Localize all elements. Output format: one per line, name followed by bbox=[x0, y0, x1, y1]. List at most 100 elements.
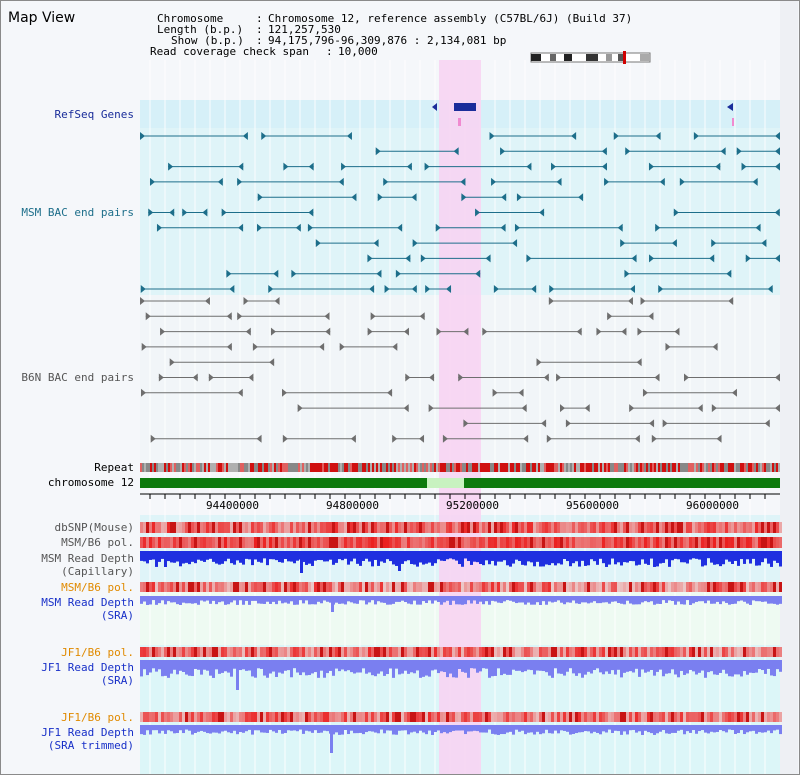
track-label-jf1-read-depth-trimmed[interactable]: JF1 Read Depth bbox=[41, 726, 134, 739]
bac-end bbox=[319, 342, 325, 351]
heat-cell bbox=[593, 537, 596, 548]
depth-bar bbox=[638, 660, 641, 677]
track-label-msm-b6-pol-2[interactable]: MSM/B6 pol. bbox=[61, 581, 134, 594]
heat-cell bbox=[491, 537, 494, 548]
depth-bar bbox=[638, 551, 641, 565]
heat-cell bbox=[365, 712, 368, 722]
heat-cell bbox=[224, 647, 227, 657]
depth-bar bbox=[476, 551, 479, 563]
track-label-b6n-bac[interactable]: B6N BAC end pairs bbox=[21, 371, 134, 384]
depth-bar bbox=[599, 596, 602, 604]
heat-cell bbox=[281, 537, 284, 548]
heat-cell bbox=[560, 647, 563, 657]
heat-cell bbox=[602, 537, 605, 548]
bac-end bbox=[516, 193, 522, 202]
track-label-refseq-genes[interactable]: RefSeq Genes bbox=[54, 108, 134, 121]
track-label-dbsnp[interactable]: dbSNP(Mouse) bbox=[54, 521, 134, 534]
heat-cell bbox=[548, 647, 551, 657]
track-label-msm-read-depth-cap[interactable]: MSM Read Depth bbox=[41, 552, 134, 565]
track-label-jf1-b6-pol[interactable]: JF1/B6 pol. bbox=[61, 646, 134, 659]
heat-cell bbox=[197, 712, 200, 722]
heat-cell bbox=[506, 522, 509, 533]
bac-end bbox=[775, 373, 780, 382]
heat-cell bbox=[509, 522, 512, 533]
bac-end bbox=[571, 132, 577, 140]
repeat-bar bbox=[308, 463, 310, 472]
repeat-bar bbox=[688, 463, 690, 472]
heat-cell bbox=[545, 582, 548, 592]
heat-cell bbox=[323, 712, 326, 722]
repeat-bar bbox=[212, 463, 214, 472]
track-label-msm-read-depth-sra[interactable]: MSM Read Depth bbox=[41, 596, 134, 609]
depth-bar bbox=[533, 660, 536, 675]
heat-cell bbox=[494, 582, 497, 592]
depth-bar bbox=[419, 660, 422, 678]
depth-bar bbox=[554, 660, 557, 669]
bac-end bbox=[629, 404, 635, 413]
depth-bar bbox=[566, 551, 569, 562]
heat-cell bbox=[572, 522, 575, 533]
heat-cell bbox=[680, 712, 683, 722]
depth-bar bbox=[305, 596, 308, 601]
heat-cell bbox=[521, 712, 524, 722]
depth-bar bbox=[170, 660, 173, 674]
depth-bar bbox=[635, 596, 638, 605]
heat-cell bbox=[266, 712, 269, 722]
heat-cell bbox=[293, 712, 296, 722]
repeat-bar bbox=[306, 463, 308, 472]
heat-cell bbox=[536, 582, 539, 592]
bac-end bbox=[424, 162, 430, 171]
repeat-bar bbox=[366, 463, 368, 472]
heat-cell bbox=[203, 712, 206, 722]
heat-cell bbox=[212, 537, 215, 548]
heat-cell bbox=[650, 582, 653, 592]
depth-bar bbox=[158, 596, 161, 604]
heat-cell bbox=[371, 582, 374, 592]
repeat-bar bbox=[280, 463, 282, 472]
depth-bar bbox=[392, 725, 395, 735]
track-label-jf1-read-depth-sra-sub: (SRA) bbox=[100, 674, 134, 687]
heat-cell bbox=[161, 712, 164, 722]
heat-cell bbox=[221, 647, 224, 657]
heat-cell bbox=[437, 712, 440, 722]
depth-bar bbox=[629, 596, 632, 604]
track-label-jf1-read-depth-sra[interactable]: JF1 Read Depth bbox=[41, 661, 134, 674]
heat-cell bbox=[386, 712, 389, 722]
depth-bar bbox=[437, 596, 440, 602]
depth-bar bbox=[578, 551, 581, 567]
depth-bar bbox=[347, 725, 350, 735]
repeat-bar bbox=[562, 463, 564, 472]
depth-bar bbox=[704, 725, 707, 733]
repeat-bar bbox=[326, 463, 328, 472]
depth-bar bbox=[707, 551, 710, 559]
bac-end bbox=[651, 434, 657, 443]
heat-cell bbox=[563, 647, 566, 657]
track-label-msm-bac[interactable]: MSM BAC end pairs bbox=[21, 206, 134, 219]
depth-bar bbox=[464, 551, 467, 559]
track-label-msm-b6-pol[interactable]: MSM/B6 pol. bbox=[61, 536, 134, 549]
depth-bar bbox=[191, 596, 194, 604]
depth-bar bbox=[383, 660, 386, 676]
heat-cell bbox=[755, 537, 758, 548]
track-label-repeat[interactable]: Repeat bbox=[94, 461, 134, 474]
depth-bar bbox=[173, 596, 176, 603]
depth-bar bbox=[500, 660, 503, 676]
heat-cell bbox=[611, 712, 614, 722]
depth-bar bbox=[428, 596, 431, 601]
heat-cell bbox=[593, 712, 596, 722]
heat-cell bbox=[224, 582, 227, 592]
repeat-bar bbox=[430, 463, 432, 472]
depth-bar bbox=[536, 551, 539, 562]
repeat-bar bbox=[224, 463, 226, 472]
heat-cell bbox=[767, 712, 770, 722]
heat-cell bbox=[512, 582, 515, 592]
heat-cell bbox=[179, 647, 182, 657]
track-label-jf1-b6-pol-2[interactable]: JF1/B6 pol. bbox=[61, 711, 134, 724]
depth-bar bbox=[368, 551, 371, 562]
depth-bar bbox=[146, 551, 149, 564]
heat-cell bbox=[431, 582, 434, 592]
heat-cell bbox=[269, 647, 272, 657]
depth-bar bbox=[389, 551, 392, 562]
heat-cell bbox=[272, 522, 275, 533]
